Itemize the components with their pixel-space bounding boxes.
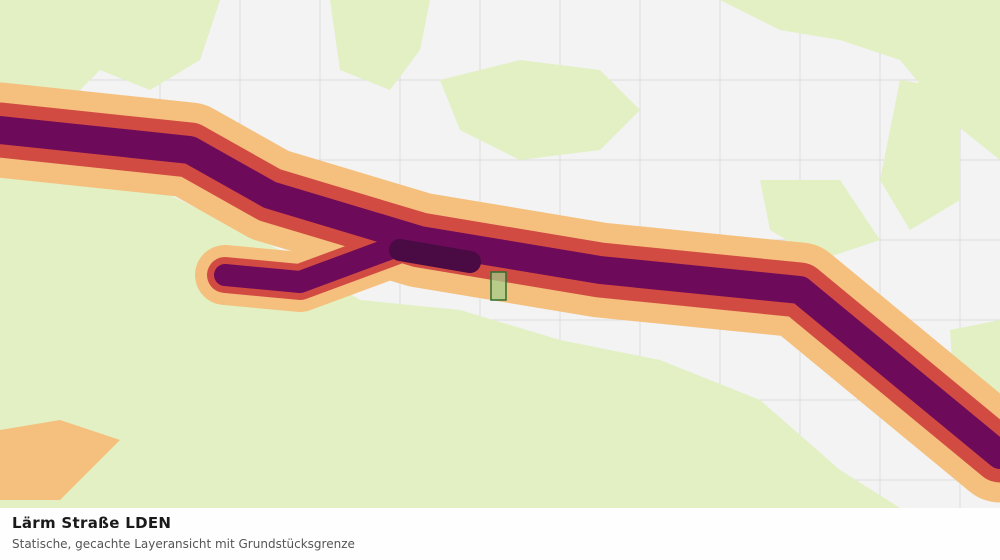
parcel-boundary bbox=[490, 271, 507, 301]
band-65db bbox=[0, 116, 1000, 469]
band-55db-patch bbox=[0, 420, 120, 500]
noise-map bbox=[0, 0, 1000, 508]
band-65db-branch bbox=[214, 234, 411, 293]
map-subtitle: Statische, gecachte Layeransicht mit Gru… bbox=[12, 537, 355, 551]
noise-bands bbox=[0, 82, 1000, 503]
caption: Lärm Straße LDEN Statische, gecachte Lay… bbox=[0, 508, 1000, 560]
map-title: Lärm Straße LDEN bbox=[12, 514, 172, 532]
band-70db bbox=[389, 239, 481, 273]
